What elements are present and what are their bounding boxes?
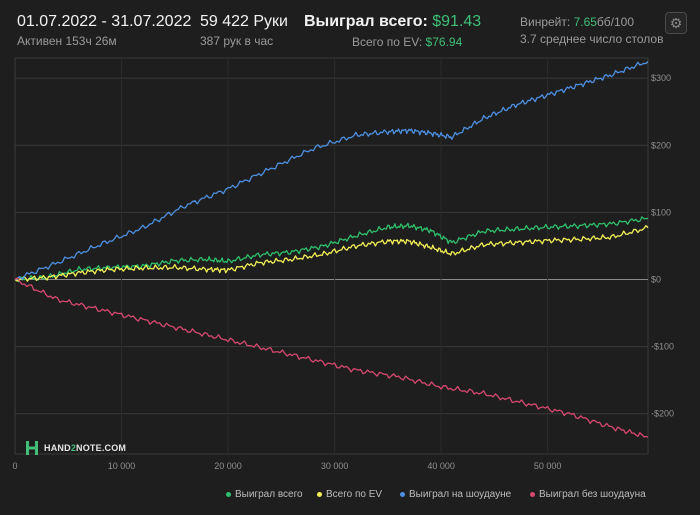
legend-item-won-total[interactable]: Выиграл всего: [226, 489, 303, 500]
settings-gear-icon[interactable]: ⚙: [665, 12, 687, 34]
ev-label: Всего по EV:: [352, 35, 423, 49]
won-total: Выиграл всего: $91.43: [304, 13, 481, 31]
series-line-2: [14, 60, 649, 281]
hand2note-logo: HAND2NOTE.COM: [25, 440, 126, 456]
series-line-1: [14, 224, 649, 282]
hands-count: 59 422 Руки: [200, 13, 288, 30]
legend-item-showdown[interactable]: Выиграл на шоудауне: [400, 489, 511, 500]
legend-item-ev[interactable]: Всего по EV: [317, 489, 382, 500]
stats-header: 01.07.2022 - 31.07.2022 Активен 153ч 26м…: [0, 0, 700, 56]
hands-per-hour: 387 рук в час: [200, 34, 274, 48]
legend-dot-icon: [400, 491, 405, 497]
series-line-0: [14, 216, 649, 283]
plot-frame: [14, 57, 649, 455]
avg-tables: 3.7 среднее число столов: [520, 32, 664, 46]
y-tick-label: $100: [651, 207, 671, 217]
winrate: Винрейт: 7.65бб/100: [520, 15, 634, 29]
x-tick-label: 30 000: [321, 461, 349, 471]
series-line-3: [14, 277, 649, 438]
winrate-label: Винрейт:: [520, 15, 571, 29]
legend-dot-icon: [530, 491, 535, 497]
x-tick-label: 50 000: [534, 461, 562, 471]
legend-item-non-showdown[interactable]: Выиграл без шоудауна: [530, 489, 646, 500]
profit-chart: $300 $200 $100 $0 -$100 -$200 0 10 000 20 000 30 …: [12, 57, 674, 471]
x-tick-label: 20 000: [214, 461, 242, 471]
y-tick-label: -$200: [651, 409, 674, 419]
legend-dot-icon: [226, 491, 231, 497]
winrate-unit: бб/100: [596, 15, 635, 29]
legend-dot-icon: [317, 491, 322, 497]
winrate-value: 7.65: [573, 15, 597, 29]
y-tick-label: $300: [651, 73, 671, 83]
date-range[interactable]: 01.07.2022 - 31.07.2022: [17, 13, 192, 30]
y-tick-label: $200: [651, 140, 671, 150]
hand2note-logo-text: HAND2NOTE.COM: [44, 443, 127, 453]
x-tick-label: 0: [12, 461, 17, 471]
active-time: Активен 153ч 26м: [17, 34, 117, 48]
ev-value: $76.94: [425, 35, 463, 49]
ev-total: Всего по EV: $76.94: [352, 35, 462, 49]
hand2note-logo-icon: [26, 441, 38, 455]
won-total-label: Выиграл всего:: [304, 13, 428, 30]
x-tick-label: 40 000: [427, 461, 455, 471]
y-tick-label: -$100: [651, 342, 674, 352]
won-total-value: $91.43: [432, 13, 482, 30]
x-tick-label: 10 000: [108, 461, 136, 471]
y-tick-label: $0: [651, 274, 661, 284]
